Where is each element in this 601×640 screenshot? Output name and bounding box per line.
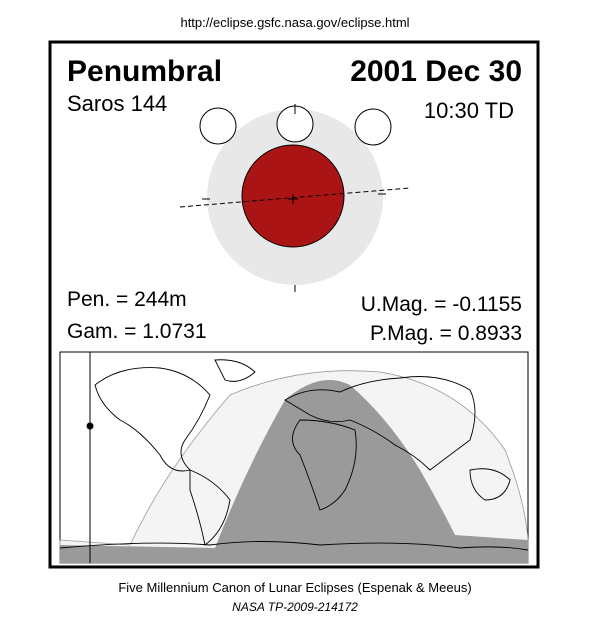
moon-path	[179, 187, 411, 208]
date: 2001 Dec 30	[350, 55, 522, 88]
coastlines	[59, 359, 529, 551]
footer-canon: Five Millennium Canon of Lunar Eclipses …	[118, 580, 471, 595]
pen-duration: Pen. = 244m	[67, 288, 187, 311]
umbral-magnitude: U.Mag. = -0.1155	[361, 293, 522, 316]
moon-entry	[199, 107, 237, 145]
moon-exit	[354, 108, 392, 146]
shadow-diagram	[179, 104, 411, 292]
penumbral-magnitude: P.Mag. = 0.8933	[370, 322, 522, 345]
gamma: Gam. = 1.0731	[67, 320, 207, 343]
world-map	[59, 351, 529, 564]
time: 10:30 TD	[424, 98, 514, 123]
footer-tp: NASA TP-2009-214172	[232, 600, 358, 614]
title: Penumbral	[67, 55, 222, 88]
moon-zenith	[86, 422, 94, 430]
umbral-zone	[60, 380, 528, 563]
url: http://eclipse.gsfc.nasa.gov/eclipse.htm…	[180, 15, 409, 30]
saros: Saros 144	[67, 91, 167, 116]
